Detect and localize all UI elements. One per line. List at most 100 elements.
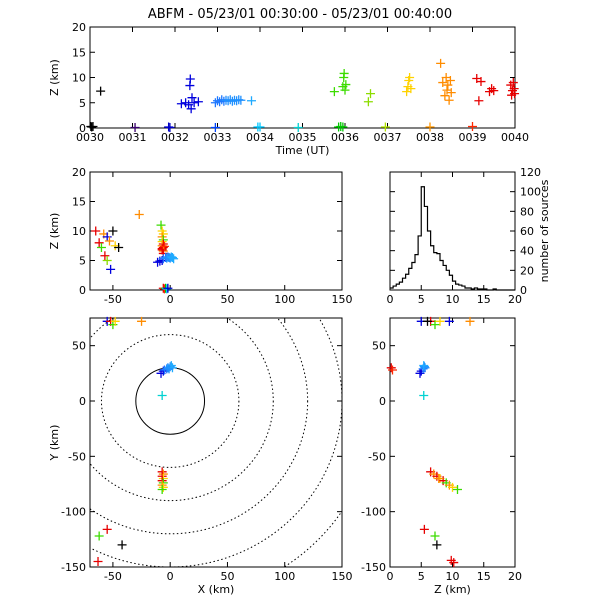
source-point — [487, 84, 497, 94]
source-point — [94, 531, 104, 541]
x-axis-label: Time (UT) — [275, 144, 330, 157]
source-point — [366, 89, 375, 99]
x-tick-label: 0034 — [246, 131, 274, 144]
source-point — [476, 77, 486, 87]
x-tick-label: 20 — [508, 293, 522, 306]
source-point — [169, 254, 179, 264]
x-z-panel: -50 0 50 100 150 0 5 10 15 20 Z (km) — [48, 166, 353, 306]
source-point — [96, 86, 106, 96]
x-tick-label: 150 — [332, 293, 353, 306]
x-tick-label: 0038 — [416, 131, 444, 144]
y-axis-label: Y (km) — [48, 425, 61, 462]
y-tick-label: 50 — [372, 340, 386, 353]
source-point — [108, 226, 118, 236]
source-point — [88, 121, 98, 131]
x-axis-label: X (km) — [198, 583, 235, 596]
plot-frame — [89, 317, 343, 568]
x-tick-label: 50 — [220, 293, 234, 306]
source-point — [156, 220, 166, 230]
source-point — [419, 361, 429, 371]
source-point — [510, 89, 520, 99]
y-tick-label: 0 — [79, 284, 86, 297]
z-y-panel: 0 5 10 15 20 -150 -100 -50 0 50 Z (km) — [361, 316, 522, 596]
x-axis-label: Z (km) — [434, 583, 471, 596]
y-tick-label: 20 — [72, 166, 86, 179]
x-tick-label: 150 — [332, 570, 353, 583]
source-point — [430, 320, 440, 330]
x-tick-label: 0030 — [76, 131, 104, 144]
x-tick-label: 20 — [508, 570, 522, 583]
y2-tick-label: 120 — [520, 166, 541, 179]
y-tick-label: -50 — [368, 450, 386, 463]
y2-tick-label: 40 — [520, 245, 534, 258]
y-tick-label: 10 — [72, 225, 86, 238]
y-tick-label: 0 — [79, 122, 86, 135]
source-point — [445, 76, 455, 86]
source-point — [187, 93, 197, 103]
source-point — [444, 316, 454, 326]
range-ring — [100, 334, 240, 468]
x-tick-label: 0031 — [119, 131, 147, 144]
source-point — [165, 122, 175, 132]
source-point — [236, 95, 246, 105]
x-tick-label: 15 — [477, 293, 491, 306]
source-point — [338, 122, 348, 132]
source-point — [96, 243, 106, 253]
source-point — [406, 84, 416, 94]
source-point — [176, 99, 186, 109]
source-point — [117, 540, 127, 550]
source-point — [167, 253, 177, 263]
y-tick-label: 10 — [72, 72, 86, 85]
source-point — [388, 365, 397, 375]
y-tick-label: 5 — [79, 255, 86, 268]
source-point — [193, 97, 203, 107]
source-point — [380, 122, 390, 132]
y-tick-label: 0 — [379, 395, 386, 408]
x-tick-label: 0040 — [501, 131, 529, 144]
y-tick-label: -100 — [61, 506, 86, 519]
source-point — [247, 96, 256, 106]
source-point — [443, 80, 453, 90]
source-point — [130, 122, 140, 132]
source-point — [444, 95, 454, 105]
source-point — [93, 556, 103, 566]
range-ring — [90, 318, 309, 535]
source-point — [423, 316, 432, 326]
source-point — [189, 98, 199, 108]
x-tick-label: 0035 — [289, 131, 317, 144]
source-point — [158, 482, 168, 492]
source-point — [432, 540, 442, 550]
source-point — [157, 485, 167, 495]
x-tick-label: 0039 — [459, 131, 487, 144]
source-point — [210, 98, 220, 108]
time-height-panel: 0030 0031 0032 0033 0034 0035 0036 0037 0038 0039… — [48, 21, 529, 157]
source-point — [102, 256, 112, 265]
x-tick-label: 10 — [446, 570, 460, 583]
source-point — [449, 558, 459, 568]
source-point — [341, 80, 351, 90]
source-point — [339, 68, 349, 78]
source-point — [104, 236, 114, 246]
x-tick-label: 0 — [387, 293, 394, 306]
x-tick-label: 0 — [387, 570, 394, 583]
source-point — [102, 232, 112, 242]
figure-title: ABFM - 05/23/01 00:30:00 - 05/23/01 00:4… — [148, 7, 452, 22]
y-tick-label: 20 — [72, 21, 86, 34]
y-tick-label: 15 — [72, 46, 86, 59]
x-tick-label: -50 — [104, 293, 122, 306]
source-point — [185, 74, 195, 84]
source-point — [137, 316, 147, 326]
source-point — [293, 122, 303, 132]
source-point — [106, 264, 116, 274]
y2-tick-label: 20 — [520, 264, 534, 277]
x-tick-label: -50 — [104, 570, 122, 583]
y-tick-label: -50 — [68, 450, 86, 463]
source-point — [419, 390, 429, 400]
y-tick-label: 0 — [79, 395, 86, 408]
source-point — [405, 73, 415, 82]
x-tick-label: 10 — [446, 293, 460, 306]
source-point — [91, 226, 101, 236]
range-ring — [90, 318, 274, 502]
y-axis-label: Z (km) — [48, 213, 61, 250]
